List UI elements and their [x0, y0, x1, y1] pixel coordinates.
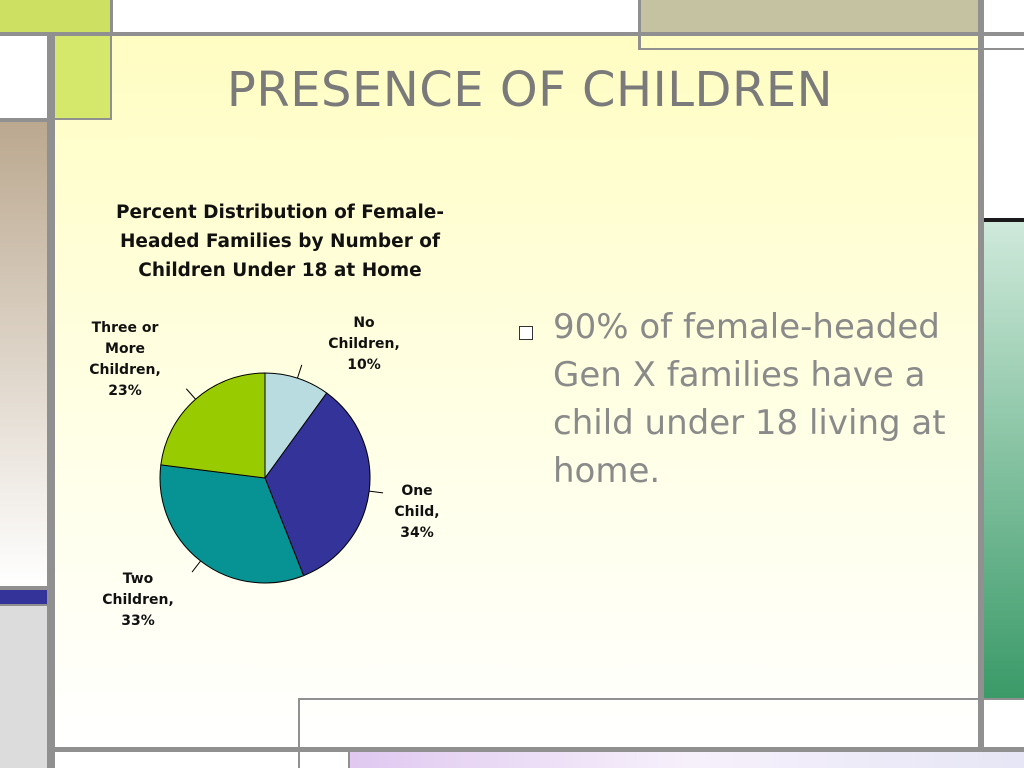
chart-title: Percent Distribution of Female-Headed Fa… — [115, 202, 445, 281]
slice-label-line: 10% — [347, 357, 381, 373]
slice-label-no-children: No Children, 10% — [318, 313, 410, 376]
slice-label-line: 34% — [400, 525, 434, 541]
frame-block-tan-left — [0, 122, 47, 587]
frame-line — [110, 0, 113, 32]
frame-block-navy-left — [0, 590, 47, 604]
frame-line — [55, 118, 112, 120]
frame-line — [0, 118, 47, 122]
frame-line — [984, 698, 1024, 700]
frame-block-teal-right — [984, 222, 1024, 698]
slide-title: PRESENCE OF CHILDREN — [226, 62, 834, 118]
frame-line — [55, 747, 1024, 752]
frame-line — [640, 48, 1024, 50]
frame-line — [298, 698, 300, 768]
frame-line — [0, 32, 1024, 36]
slice-label-three-or-more: Three or More Children, 23% — [80, 318, 170, 402]
slice-label-one-child: One Child, 34% — [385, 481, 449, 544]
bullet-square-icon — [519, 326, 533, 340]
frame-block-tan-top — [640, 0, 980, 32]
frame-block-lightgray-left — [0, 606, 47, 768]
slice-label-line: More — [105, 341, 145, 357]
frame-line — [348, 752, 350, 768]
frame-block-purple-bottom — [350, 752, 1024, 768]
slice-label-two-children: Two Children, 33% — [96, 569, 180, 632]
slice-label-line: No — [353, 315, 375, 331]
slice-label-line: One — [401, 483, 433, 499]
frame-line — [110, 36, 112, 120]
frame-line — [47, 36, 55, 768]
frame-line-black-right — [984, 218, 1024, 222]
frame-line — [978, 0, 984, 747]
slice-label-line: Children, — [328, 336, 400, 352]
frame-line — [638, 0, 641, 50]
slice-label-line: Two — [122, 571, 154, 587]
frame-block-green-top — [0, 0, 110, 32]
slice-label-line: 23% — [108, 383, 142, 399]
frame-line — [298, 698, 978, 700]
slice-label-line: Three or — [91, 320, 159, 336]
slice-label-line: 33% — [121, 613, 155, 629]
slice-label-line: Child, — [394, 504, 440, 520]
slice-label-line: Children, — [102, 592, 174, 608]
frame-line — [0, 586, 47, 590]
frame-block-lime-square — [55, 36, 110, 118]
slice-label-line: Children, — [89, 362, 161, 378]
frame-line — [0, 604, 47, 606]
bullet-text: 90% of female-headed Gen X families have… — [553, 307, 946, 491]
